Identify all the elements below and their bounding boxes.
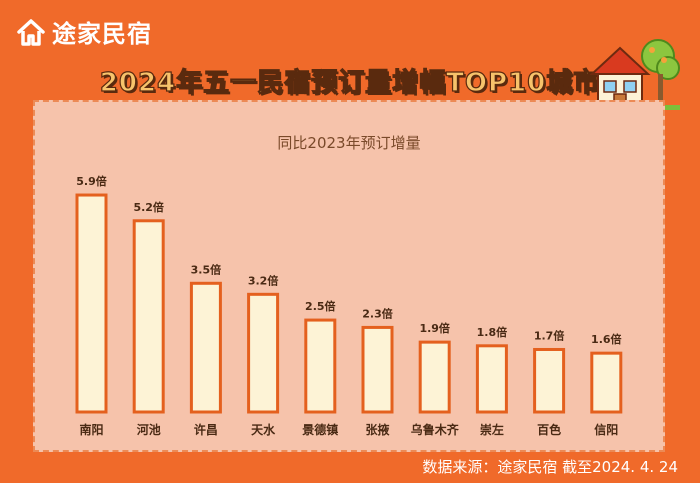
value-label: 2.5倍 xyxy=(305,299,336,313)
bar-崇左 xyxy=(475,344,508,414)
value-label: 1.7倍 xyxy=(534,328,565,342)
value-label: 1.9倍 xyxy=(419,321,450,335)
category-label: 许昌 xyxy=(194,422,218,437)
category-label: 百色 xyxy=(537,422,561,437)
bar-张掖 xyxy=(361,325,394,414)
bar-乌鲁木齐 xyxy=(418,340,451,414)
value-label: 1.6倍 xyxy=(591,332,622,346)
value-label: 3.2倍 xyxy=(248,273,279,287)
brand-name: 途家民宿 xyxy=(52,20,152,48)
category-label: 天水 xyxy=(251,422,276,437)
category-label: 信阳 xyxy=(594,422,618,437)
category-label: 崇左 xyxy=(480,422,504,437)
category-label: 南阳 xyxy=(79,422,103,437)
value-label: 5.2倍 xyxy=(133,200,164,214)
chart-title: 2024年五一民宿预订量增幅TOP10城市 xyxy=(99,67,601,98)
chart-subtitle: 同比2023年预订增量 xyxy=(277,134,420,152)
chart-panel: 同比2023年预订增量 5.9倍南阳 5.2倍河池 3.5倍许昌 3.2倍天水 2.5倍… xyxy=(33,100,665,452)
category-label: 河池 xyxy=(136,422,161,437)
brand-logo: 途家民宿 xyxy=(16,14,152,49)
value-label: 1.8倍 xyxy=(477,325,508,339)
value-label: 3.5倍 xyxy=(191,262,222,276)
bar-南阳 xyxy=(75,193,108,414)
category-label: 乌鲁木齐 xyxy=(411,422,460,437)
bar-信阳 xyxy=(590,351,623,414)
bar-百色 xyxy=(533,347,566,414)
bar-许昌 xyxy=(189,281,222,414)
value-label: 2.3倍 xyxy=(362,306,393,320)
house-logo-icon xyxy=(17,18,45,46)
bar-河池 xyxy=(132,219,165,414)
category-label: 张掖 xyxy=(365,422,389,437)
bar-天水 xyxy=(247,292,280,414)
category-label: 景德镇 xyxy=(302,422,338,437)
bar-景德镇 xyxy=(304,318,337,414)
source-footer: 数据来源：途家民宿 截至2024. 4. 24 xyxy=(422,458,678,476)
value-label: 5.9倍 xyxy=(76,174,107,188)
